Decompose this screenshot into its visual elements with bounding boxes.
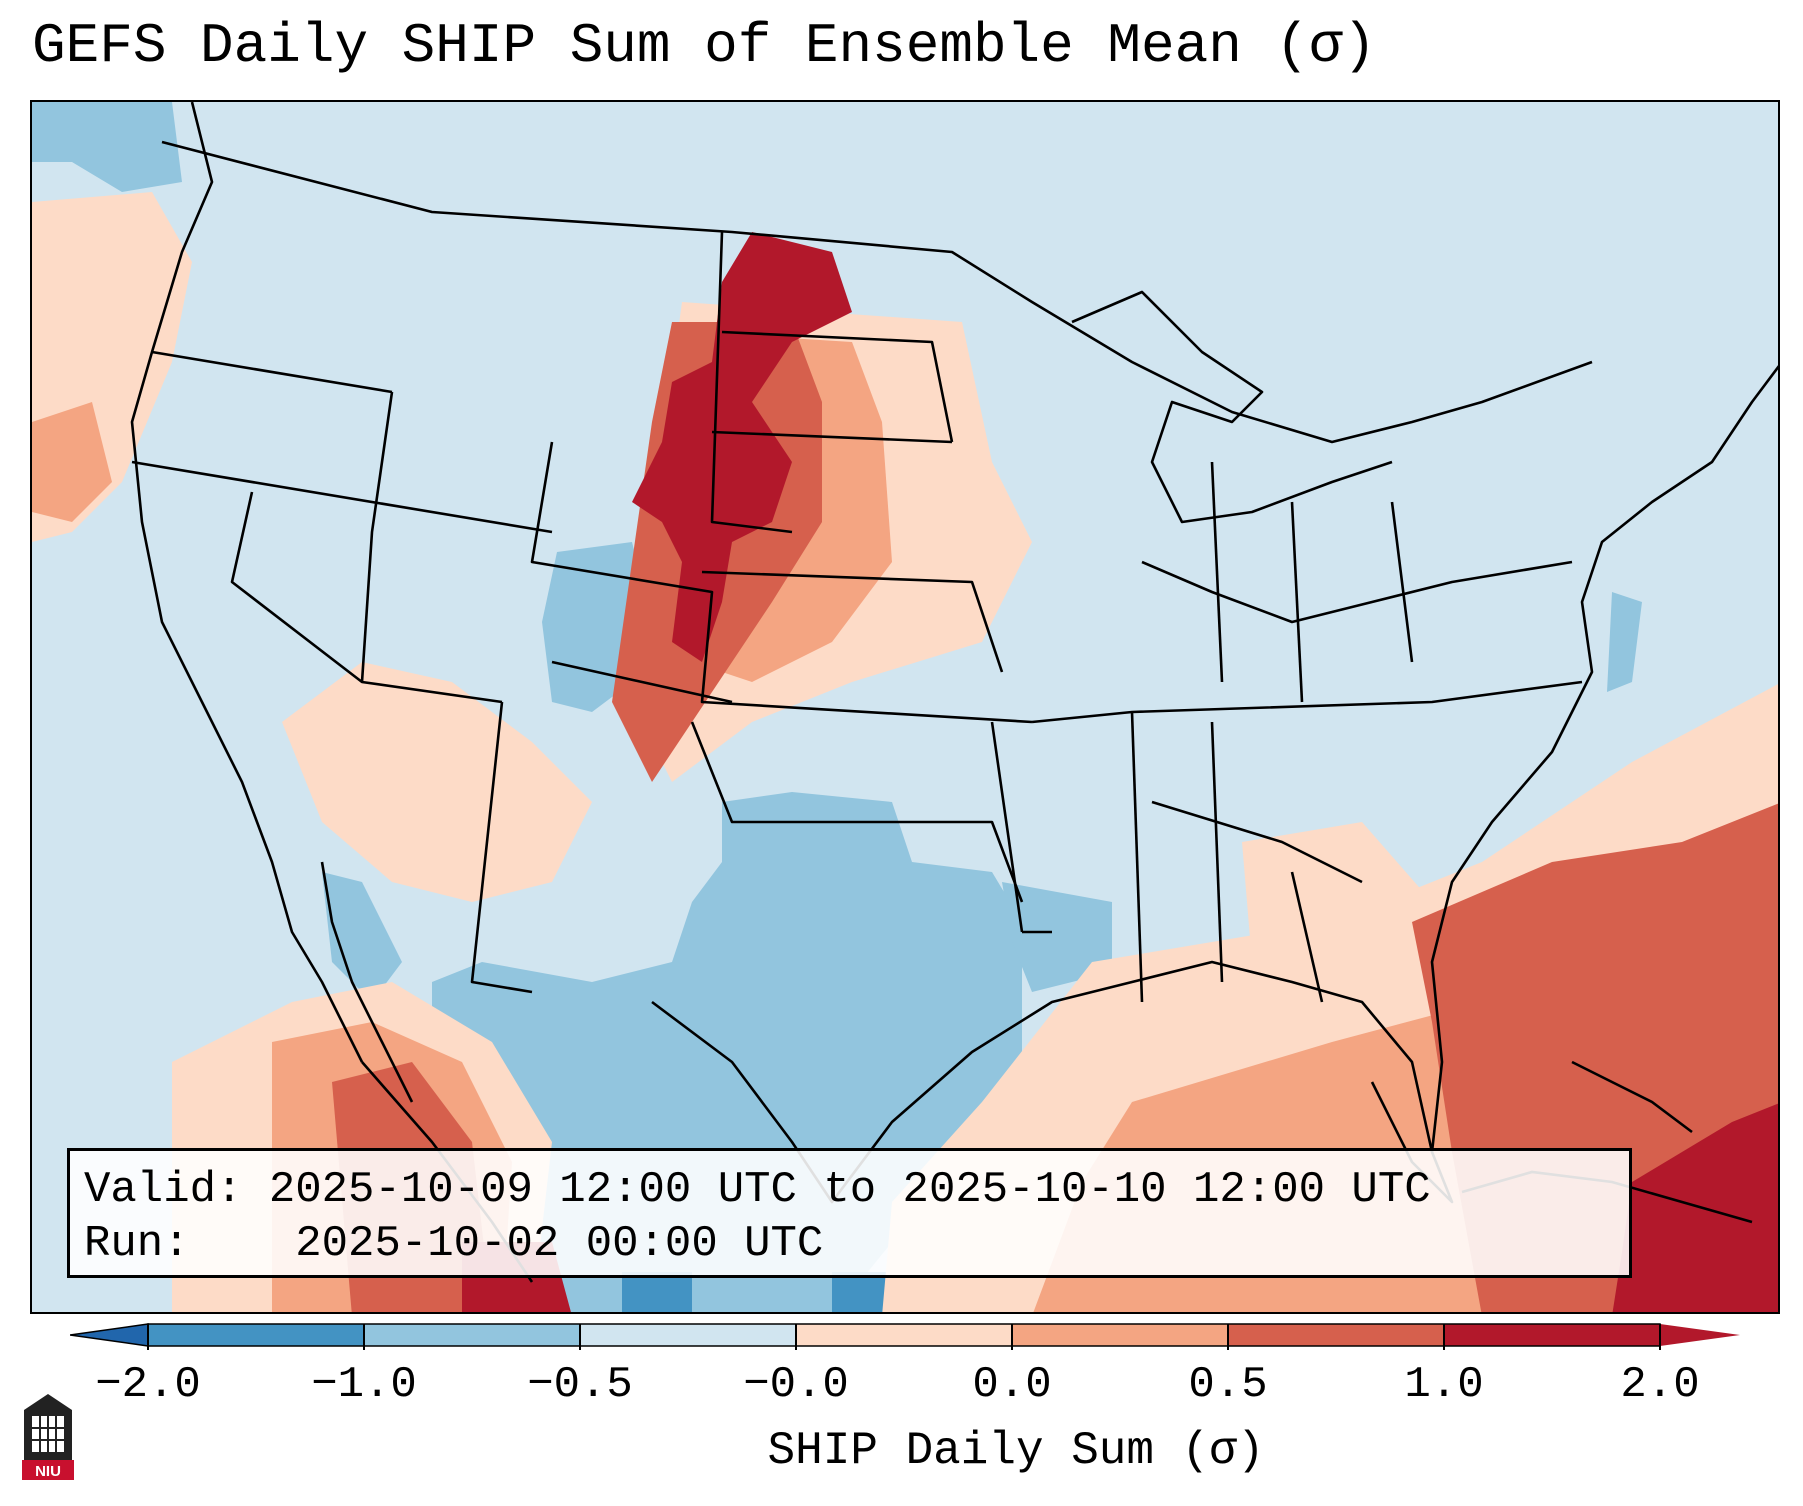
louisiana-negative xyxy=(1002,882,1112,992)
colorbar-tick-label: 0.0 xyxy=(972,1360,1052,1410)
state-line-19 xyxy=(1141,560,1573,624)
colorbar-segment-4 xyxy=(796,1324,1012,1346)
borders-layer xyxy=(130,102,1778,1283)
southwest-positive xyxy=(282,662,592,902)
colorbar-segment-6 xyxy=(1228,1324,1444,1346)
southeast-positive xyxy=(1242,822,1432,1002)
run-label: Run: xyxy=(84,1219,190,1269)
colorbar-tick-label: −2.0 xyxy=(95,1360,201,1410)
colorbar-tick-label: 1.0 xyxy=(1404,1360,1484,1410)
dakota-max-positive xyxy=(632,232,852,662)
atlantic-negative xyxy=(1607,592,1642,692)
nw-corner-negative xyxy=(32,102,182,192)
caribbean-max-positive xyxy=(1612,1103,1778,1312)
state-line-6 xyxy=(470,701,533,994)
state-line-8 xyxy=(721,330,954,443)
map-svg xyxy=(32,102,1778,1312)
niu-logo-icon: NIU xyxy=(22,1394,74,1480)
map-title: GEFS Daily SHIP Sum of Ensemble Mean (σ) xyxy=(32,14,1377,78)
colorbar-tick-label: 0.5 xyxy=(1188,1360,1268,1410)
colorbar-extend-right xyxy=(1444,1324,1740,1346)
run-text: 2025-10-02 00:00 UTC xyxy=(295,1219,824,1269)
valid-text: 2025-10-09 12:00 UTC to 2025-10-10 12:00… xyxy=(268,1165,1431,1215)
logo-text: NIU xyxy=(35,1463,61,1480)
colorbar-extend-left xyxy=(70,1323,149,1347)
colorbar xyxy=(70,1323,1740,1350)
pnw-moderate-positive xyxy=(32,402,112,522)
state-line-22 xyxy=(1390,501,1414,663)
state-line-20 xyxy=(1210,461,1224,683)
valid-run-info-box: Valid: 2025-10-09 12:00 UTC to 2025-10-1… xyxy=(67,1148,1632,1278)
state-line-21 xyxy=(1290,501,1304,703)
colorbar-segment-2 xyxy=(364,1324,580,1346)
state-line-13 xyxy=(990,721,1024,933)
state-line-7 xyxy=(710,231,793,534)
colorbar-ticks xyxy=(147,1324,1661,1350)
strong-negative-layer xyxy=(622,1272,892,1312)
state-line-9 xyxy=(711,430,953,444)
state-line-2 xyxy=(131,460,553,534)
east-coast-line xyxy=(1430,365,1778,1153)
colorbar-tick-label: −0.5 xyxy=(527,1360,633,1410)
colorbar-tick-label: 2.0 xyxy=(1620,1360,1700,1410)
colorbar-segment-5 xyxy=(1012,1324,1228,1346)
great-lakes-line xyxy=(1071,290,1393,524)
state-line-23 xyxy=(1151,800,1363,884)
baja-negative-anomaly xyxy=(322,872,402,1002)
bahamas-line xyxy=(1571,1060,1693,1134)
state-line-10 xyxy=(701,570,1004,673)
colorbar-segment-1 xyxy=(148,1324,364,1346)
state-line-16 xyxy=(1130,711,1144,1003)
valid-label: Valid: xyxy=(84,1165,243,1215)
colorbar-tick-label: −1.0 xyxy=(311,1360,417,1410)
west-coast-line xyxy=(130,102,364,1063)
mexico-strong-negative xyxy=(622,1272,692,1312)
state-line-17 xyxy=(1210,721,1224,983)
state-line-1 xyxy=(151,350,393,394)
state-line-3 xyxy=(360,391,394,683)
colorbar-tick-label: −0.0 xyxy=(743,1360,849,1410)
baja-line xyxy=(320,861,414,1103)
state-line-5 xyxy=(530,441,1033,724)
colorbar-segment-3 xyxy=(580,1324,796,1346)
state-line-12 xyxy=(551,660,733,704)
colorbar-label: SHIP Daily Sum (σ) xyxy=(767,1425,1265,1477)
mexico-strong-negative-2 xyxy=(832,1272,892,1312)
map-panel xyxy=(30,100,1780,1314)
state-line-15 xyxy=(1031,680,1583,724)
canada-border-line xyxy=(161,140,1593,444)
state-line-11 xyxy=(690,721,1024,903)
state-line-4 xyxy=(230,491,503,704)
state-line-18 xyxy=(1290,871,1324,1003)
